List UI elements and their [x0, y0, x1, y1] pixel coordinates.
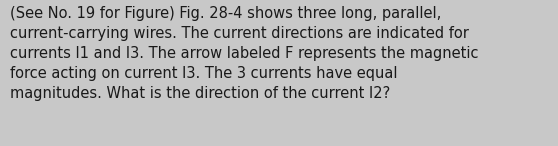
Text: (See No. 19 for Figure) Fig. 28-4 shows three long, parallel,
current-carrying w: (See No. 19 for Figure) Fig. 28-4 shows …: [10, 6, 479, 101]
